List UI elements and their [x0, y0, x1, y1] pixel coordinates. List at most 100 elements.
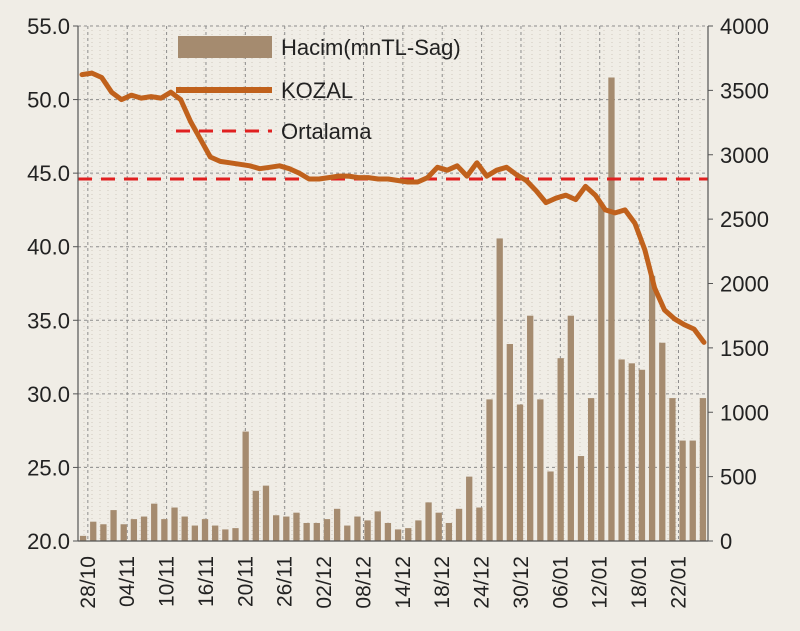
left-tick-label: 30.0 — [27, 382, 70, 407]
x-tick-label: 18/12 — [431, 556, 454, 609]
axes: 28/10 04/11 10/11 16/11 20/11 26/11 02/12 08/12… — [27, 14, 769, 609]
right-tick-label: 1500 — [720, 336, 769, 361]
volume-bars — [79, 77, 707, 542]
volume-bar — [405, 528, 412, 541]
volume-bar — [394, 529, 402, 541]
volume-bar — [669, 398, 676, 541]
volume-bar — [679, 440, 686, 541]
volume-bar — [567, 315, 574, 541]
legend-label-average: Ortalama — [281, 119, 372, 144]
x-tick-label: 10/11 — [156, 556, 179, 607]
volume-bar — [181, 516, 188, 541]
price-line — [79, 70, 707, 345]
left-tick-label: 25.0 — [27, 455, 70, 480]
x-tick-label: 24/12 — [471, 556, 494, 609]
volume-bar — [79, 535, 87, 541]
volume-bar — [272, 515, 280, 541]
left-tick-label: 50.0 — [27, 88, 70, 113]
volume-bar — [364, 520, 371, 541]
volume-bar — [130, 519, 138, 541]
x-tick-label: 28/10 — [77, 556, 100, 609]
volume-bar — [557, 358, 564, 541]
volume-bar — [354, 516, 361, 541]
volume-bar — [313, 522, 320, 541]
price-line-layer — [79, 70, 707, 345]
left-tick-label: 35.0 — [27, 308, 70, 333]
left-tick-label: 20.0 — [27, 529, 70, 554]
left-tick-label: 55.0 — [27, 14, 70, 39]
volume-bar — [425, 502, 432, 541]
volume-bar — [435, 512, 442, 541]
left-tick-label: 40.0 — [27, 235, 70, 260]
volume-bar — [486, 399, 493, 541]
volume-bar — [201, 519, 209, 541]
volume-bar — [587, 398, 595, 541]
volume-bar — [262, 485, 270, 541]
volume-bar — [506, 344, 514, 541]
volume-bar — [659, 342, 666, 541]
volume-bar — [232, 528, 239, 541]
volume-bar — [90, 521, 97, 541]
volume-bar — [537, 399, 544, 541]
volume-bar — [222, 529, 229, 541]
left-tick-label: 45.0 — [27, 161, 70, 186]
volume-bar — [547, 471, 554, 541]
volume-bar — [476, 507, 483, 541]
volume-bar — [455, 508, 463, 541]
right-tick-label: 500 — [720, 465, 757, 490]
x-tick-label: 20/11 — [234, 556, 257, 607]
volume-bar — [648, 275, 656, 541]
volume-bar — [151, 503, 158, 541]
gridlines — [78, 25, 708, 542]
right-tick-label: 3500 — [720, 78, 769, 103]
x-tick-label: 16/11 — [195, 556, 218, 607]
volume-bar — [699, 398, 707, 541]
volume-bar — [100, 524, 107, 541]
right-tick-label: 2000 — [720, 272, 769, 297]
x-tick-label: 14/12 — [392, 556, 415, 609]
volume-bar — [191, 525, 199, 541]
legend: Hacim(mnTL-Sag) KOZAL Ortalama — [176, 35, 461, 144]
volume-bar — [689, 440, 696, 541]
x-tick-label: 04/11 — [116, 556, 139, 607]
volume-bar — [171, 507, 178, 541]
volume-bar — [161, 519, 168, 541]
volume-bar — [110, 510, 117, 541]
volume-bar — [384, 522, 392, 541]
x-tick-label: 06/01 — [549, 556, 572, 609]
volume-bar — [577, 456, 585, 541]
volume-bar — [598, 203, 605, 542]
x-tick-label: 26/11 — [274, 556, 297, 607]
legend-label-volume: Hacim(mnTL-Sag) — [281, 35, 461, 60]
volume-bar — [293, 512, 300, 541]
volume-bar — [120, 524, 127, 541]
volume-bar — [527, 315, 534, 541]
volume-bar — [496, 238, 503, 541]
right-tick-label: 1000 — [720, 400, 769, 425]
right-tick-label: 4000 — [720, 14, 769, 39]
x-tick-label: 08/12 — [352, 556, 375, 609]
x-tick-label: 22/01 — [667, 556, 690, 609]
volume-bar — [252, 490, 259, 541]
right-tick-label: 2500 — [720, 207, 769, 232]
volume-bar — [242, 431, 249, 541]
volume-bar — [303, 522, 310, 541]
volume-bar — [344, 525, 351, 541]
legend-swatch-volume — [178, 36, 272, 58]
volume-bar — [140, 516, 148, 541]
x-tick-label: 18/01 — [628, 556, 651, 609]
volume-bar — [628, 363, 635, 541]
volume-bar — [374, 511, 381, 541]
volume-bar — [323, 519, 331, 541]
legend-label-price: KOZAL — [281, 78, 353, 103]
right-tick-label: 3000 — [720, 143, 769, 168]
volume-bar — [415, 520, 422, 541]
right-tick-label: 0 — [720, 529, 732, 554]
volume-bar — [466, 476, 473, 541]
volume-bar — [212, 525, 219, 541]
x-tick-label: 12/01 — [589, 556, 612, 609]
x-tick-label: 30/12 — [510, 556, 533, 609]
volume-bar — [608, 77, 615, 541]
